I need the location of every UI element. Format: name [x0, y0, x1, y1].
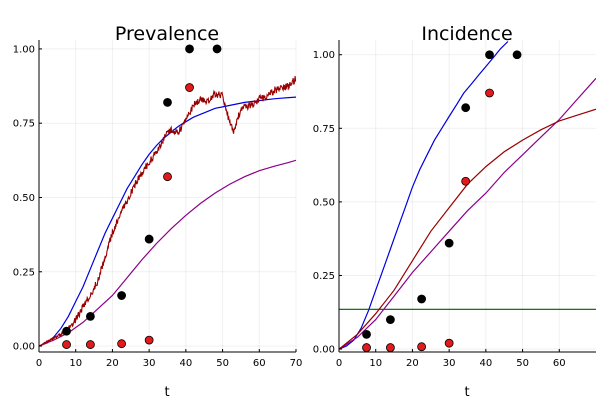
- data-point-red-markers: [86, 340, 95, 349]
- series-line-purple-curve: [39, 159, 296, 347]
- chart-title-incidence: Incidence: [421, 23, 512, 45]
- panel-prevalence: Prevalence 0 10 20 30 40 50 60 70 0.00 0.25 0.50 0.…: [13, 23, 303, 400]
- y-tick-label: 0.50: [13, 193, 35, 204]
- data-point-black-markers: [185, 44, 194, 54]
- y-tick-label: 0.25: [13, 267, 35, 278]
- y-tick-label: 0.50: [313, 197, 335, 208]
- grid-incidence: [338, 40, 596, 352]
- x-axis-label-prevalence: t: [164, 385, 169, 400]
- axes-incidence: [338, 40, 596, 353]
- y-tick-label: 1.00: [13, 44, 35, 55]
- data-point-red-markers: [62, 340, 71, 349]
- x-tick-label: 0: [36, 358, 42, 369]
- x-tick-label: 30: [143, 358, 156, 369]
- x-tick-label: 40: [179, 358, 192, 369]
- x-tick-label: 30: [443, 358, 456, 369]
- x-tick-label: 70: [290, 358, 303, 369]
- ticks-prevalence: 0 10 20 30 40 50 60 70 0.00 0.25 0.50 0.75 1.00: [13, 44, 303, 369]
- data-point-black-markers: [385, 315, 395, 325]
- data-point-red-markers: [444, 338, 454, 348]
- data-point-black-markers: [144, 234, 154, 244]
- x-tick-label: 10: [369, 358, 382, 369]
- series-prevalence: [39, 44, 296, 349]
- series-line-dark-red-curve: [339, 108, 596, 350]
- x-tick-label: 50: [216, 358, 229, 369]
- data-point-red-markers: [163, 172, 172, 182]
- data-point-black-markers: [417, 294, 427, 304]
- series-line-blue-curve: [39, 96, 296, 347]
- data-point-black-markers: [86, 311, 95, 321]
- x-tick-label: 20: [406, 358, 419, 369]
- data-point-red-markers: [144, 335, 154, 345]
- data-point-black-markers: [362, 329, 371, 339]
- ticks-incidence: 0 10 20 30 40 50 60 0.00 0.25 0.50 0.75 1.00: [313, 50, 566, 369]
- y-tick-label: 1.00: [313, 50, 335, 61]
- series-line-dark-red-stochastic-path: [39, 76, 296, 347]
- y-tick-label: 0.75: [13, 119, 35, 130]
- series-line-purple-curve: [339, 77, 596, 350]
- data-point-black-markers: [485, 50, 494, 60]
- y-tick-label: 0.25: [313, 271, 335, 282]
- x-tick-label: 50: [516, 358, 529, 369]
- series-line-blue-curve: [339, 41, 509, 350]
- data-point-black-markers: [212, 44, 222, 54]
- x-tick-label: 0: [336, 358, 342, 369]
- x-tick-label: 20: [106, 358, 119, 369]
- data-point-red-markers: [485, 88, 494, 98]
- grid-prevalence: [38, 40, 297, 352]
- data-point-red-markers: [385, 343, 395, 352]
- data-point-red-markers: [461, 176, 471, 186]
- data-point-red-markers: [362, 343, 371, 352]
- data-point-black-markers: [163, 98, 172, 107]
- x-tick-label: 60: [553, 358, 566, 369]
- chart-title-prevalence: Prevalence: [115, 23, 219, 45]
- series-incidence: [339, 41, 596, 352]
- data-point-red-markers: [417, 342, 427, 352]
- y-tick-label: 0.00: [313, 345, 335, 356]
- x-axis-label-incidence: t: [464, 385, 469, 400]
- data-point-black-markers: [512, 50, 522, 60]
- data-point-red-markers: [117, 339, 127, 349]
- data-point-black-markers: [444, 238, 454, 248]
- y-tick-label: 0.00: [13, 342, 35, 353]
- y-tick-label: 0.75: [313, 124, 335, 135]
- data-point-black-markers: [461, 103, 471, 113]
- x-tick-label: 10: [69, 358, 82, 369]
- data-point-red-markers: [185, 83, 194, 92]
- data-point-black-markers: [62, 326, 71, 336]
- x-tick-label: 60: [253, 358, 266, 369]
- x-tick-label: 40: [479, 358, 492, 369]
- data-point-black-markers: [117, 291, 127, 300]
- axes-prevalence: [38, 40, 296, 353]
- panel-incidence: Incidence 0 10 20 30 40 50 60 0.00 0.25 0.50 0.75 1…: [313, 23, 596, 400]
